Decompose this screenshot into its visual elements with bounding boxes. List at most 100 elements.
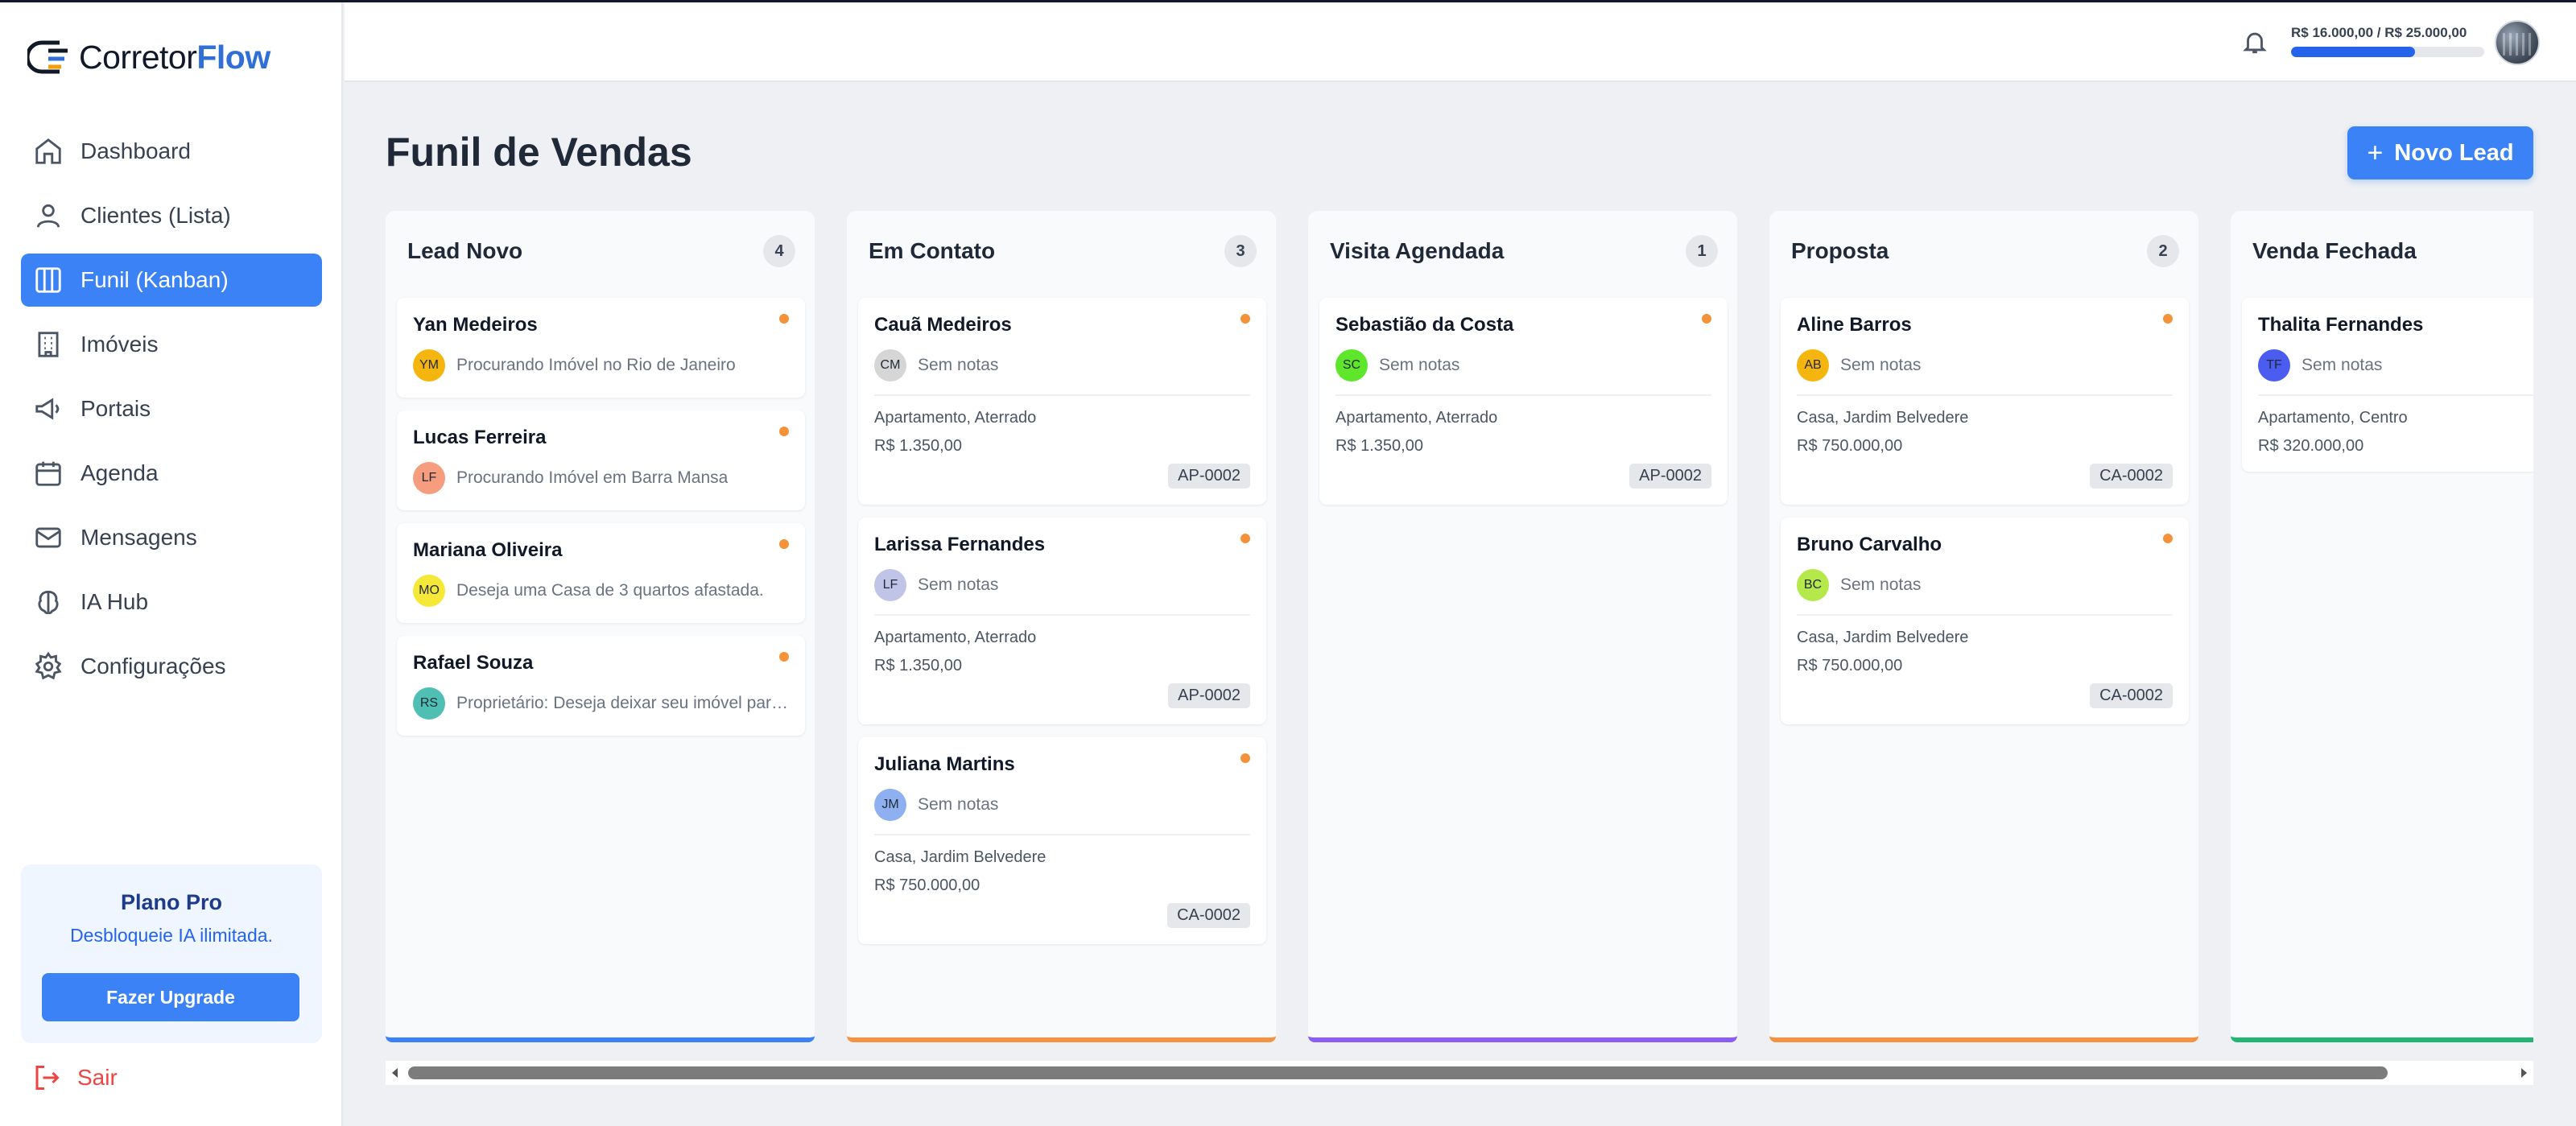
bell-icon[interactable] <box>2241 27 2268 56</box>
sidebar-item-label: Portais <box>80 396 151 421</box>
upgrade-button[interactable]: Fazer Upgrade <box>42 973 299 1021</box>
lead-name: Bruno Carvalho <box>1797 534 1942 555</box>
logout-label: Sair <box>77 1065 118 1090</box>
brand-name: CorretorFlow <box>79 39 270 76</box>
sidebar-item-label: Mensagens <box>80 525 197 550</box>
lead-avatar: CM <box>874 349 906 382</box>
lead-card[interactable]: Aline Barros AB Sem notas Casa, Jardim Belv… <box>1781 298 2189 505</box>
sidebar-item-ia-hub[interactable]: IA Hub <box>21 575 322 629</box>
horizontal-scrollbar[interactable] <box>386 1061 2533 1085</box>
user-avatar[interactable] <box>2495 20 2540 65</box>
property-code-row: CA-0002 <box>874 903 1250 928</box>
column-count-badge: 3 <box>1224 235 1257 267</box>
sidebar: CorretorFlow Dashboard Clientes (Lista) … <box>0 2 343 1126</box>
property-price: R$ 1.350,00 <box>874 437 962 455</box>
property-code-tag: CA-0002 <box>2090 464 2173 489</box>
lead-avatar: TF <box>2258 349 2290 382</box>
sidebar-item-imoveis[interactable]: Imóveis <box>21 318 322 371</box>
card-divider <box>2258 394 2533 396</box>
column-title: Visita Agendada <box>1330 238 1505 263</box>
new-lead-button[interactable]: + Novo Lead <box>2347 126 2533 179</box>
lead-avatar: BC <box>1797 569 1829 601</box>
lead-note: Sem notas <box>1379 356 1460 374</box>
lead-note: Procurando Imóvel em Barra Mansa <box>456 468 729 487</box>
lead-name: Rafael Souza <box>413 652 534 674</box>
lead-note: Sem notas <box>2301 356 2383 374</box>
top-header: R$ 16.000,00 / R$ 25.000,00 <box>345 2 2576 82</box>
calendar-icon <box>32 457 64 489</box>
lead-card[interactable]: Lucas Ferreira LF Procurando Imóvel em Bar… <box>397 410 805 510</box>
property-code-row: CA-0002 <box>1797 683 2173 708</box>
lead-card[interactable]: Cauã Medeiros CM Sem notas Apartamento, Ate… <box>858 298 1266 505</box>
property-price: R$ 750.000,00 <box>1797 437 1903 455</box>
scrollbar-thumb[interactable] <box>408 1066 2388 1079</box>
lead-note: Sem notas <box>918 575 999 594</box>
kanban-column: Proposta 2 Aline Barros AB Sem notas Casa, Ja… <box>1769 211 2198 1042</box>
column-header: Em Contato 3 <box>869 235 1257 267</box>
brand-main: Corretor <box>79 38 197 76</box>
lead-card[interactable]: Sebastião da Costa SC Sem notas Apartamento… <box>1319 298 1728 505</box>
lead-card[interactable]: Juliana Martins JM Sem notas Casa, Jardim B… <box>858 737 1266 944</box>
scroll-right-arrow-icon[interactable] <box>2517 1066 2530 1080</box>
priority-dot <box>2163 314 2173 324</box>
lead-note-row: JM Sem notas <box>874 789 1250 821</box>
sidebar-item-funil[interactable]: Funil (Kanban) <box>21 254 322 307</box>
page-title: Funil de Vendas <box>386 130 692 175</box>
lead-note: Procurando Imóvel no Rio de Janeiro <box>456 356 736 374</box>
app-logo[interactable]: CorretorFlow <box>27 36 270 78</box>
lead-card[interactable]: Bruno Carvalho BC Sem notas Casa, Jardim Be… <box>1781 518 2189 724</box>
lead-name: Cauã Medeiros <box>874 314 1012 336</box>
lead-card[interactable]: Rafael Souza RS Proprietário: Deseja deixa… <box>397 636 805 736</box>
lead-note: Proprietário: Deseja deixar seu imóvel p… <box>456 694 789 712</box>
lead-card[interactable]: Mariana Oliveira MO Deseja uma Casa de 3 q… <box>397 523 805 623</box>
property-code-tag: CA-0002 <box>1167 903 1250 928</box>
column-cards: Thalita Fernandes TF Sem notas Apartamento,… <box>2242 298 2533 485</box>
lead-note-row: BC Sem notas <box>1797 569 2173 601</box>
property-code-tag: CA-0002 <box>2090 683 2173 708</box>
kanban-column: Venda Fechada Thalita Fernandes TF Sem nota… <box>2231 211 2533 1042</box>
sidebar-item-label: Dashboard <box>80 138 191 163</box>
sidebar-item-label: Funil (Kanban) <box>80 267 229 292</box>
quota-meter: R$ 16.000,00 / R$ 25.000,00 <box>2291 25 2487 57</box>
property-description: Apartamento, Aterrado <box>874 409 1037 427</box>
lead-note-row: YM Procurando Imóvel no Rio de Janeiro <box>413 349 789 382</box>
property-code-row: CA-0002 <box>1797 464 2173 489</box>
kanban-column: Em Contato 3 Cauã Medeiros CM Sem notas Apart… <box>847 211 1276 1042</box>
card-divider <box>874 834 1250 835</box>
scroll-left-arrow-icon[interactable] <box>389 1066 402 1080</box>
sidebar-item-configuracoes[interactable]: Configurações <box>21 640 322 693</box>
lead-name: Yan Medeiros <box>413 314 538 336</box>
column-count-badge: 2 <box>2147 235 2179 267</box>
lead-note: Sem notas <box>918 795 999 814</box>
card-divider <box>874 394 1250 396</box>
sidebar-item-label: Imóveis <box>80 332 159 357</box>
lead-card[interactable]: Yan Medeiros YM Procurando Imóvel no Rio d… <box>397 298 805 398</box>
priority-dot <box>1241 753 1250 763</box>
column-cards: Sebastião da Costa SC Sem notas Apartamento… <box>1319 298 1728 518</box>
card-divider <box>1335 394 1711 396</box>
sidebar-item-dashboard[interactable]: Dashboard <box>21 125 322 178</box>
logout-button[interactable]: Sair <box>32 1063 118 1092</box>
lead-name: Aline Barros <box>1797 314 1912 336</box>
column-count-badge: 4 <box>763 235 795 267</box>
sidebar-item-portais[interactable]: Portais <box>21 382 322 435</box>
property-price: R$ 750.000,00 <box>874 876 980 894</box>
sidebar-item-agenda[interactable]: Agenda <box>21 447 322 500</box>
lead-card[interactable]: Thalita Fernandes TF Sem notas Apartamento,… <box>2242 298 2533 472</box>
column-title: Venda Fechada <box>2252 238 2417 263</box>
sidebar-item-mensagens[interactable]: Mensagens <box>21 511 322 564</box>
lead-note-row: CM Sem notas <box>874 349 1250 382</box>
column-header: Venda Fechada <box>2252 235 2533 267</box>
property-code-row: AP-0002 <box>874 464 1250 489</box>
property-description: Casa, Jardim Belvedere <box>1797 629 1969 646</box>
priority-dot <box>1241 314 1250 324</box>
lead-name: Thalita Fernandes <box>2258 314 2424 336</box>
priority-dot <box>779 314 789 324</box>
column-header: Visita Agendada 1 <box>1330 235 1718 267</box>
lead-note: Deseja uma Casa de 3 quartos afastada. <box>456 581 764 600</box>
mail-icon <box>32 522 64 554</box>
lead-card[interactable]: Larissa Fernandes LF Sem notas Apartamento,… <box>858 518 1266 724</box>
property-description: Apartamento, Aterrado <box>874 629 1037 646</box>
card-divider <box>874 614 1250 616</box>
sidebar-item-clientes[interactable]: Clientes (Lista) <box>21 189 322 242</box>
